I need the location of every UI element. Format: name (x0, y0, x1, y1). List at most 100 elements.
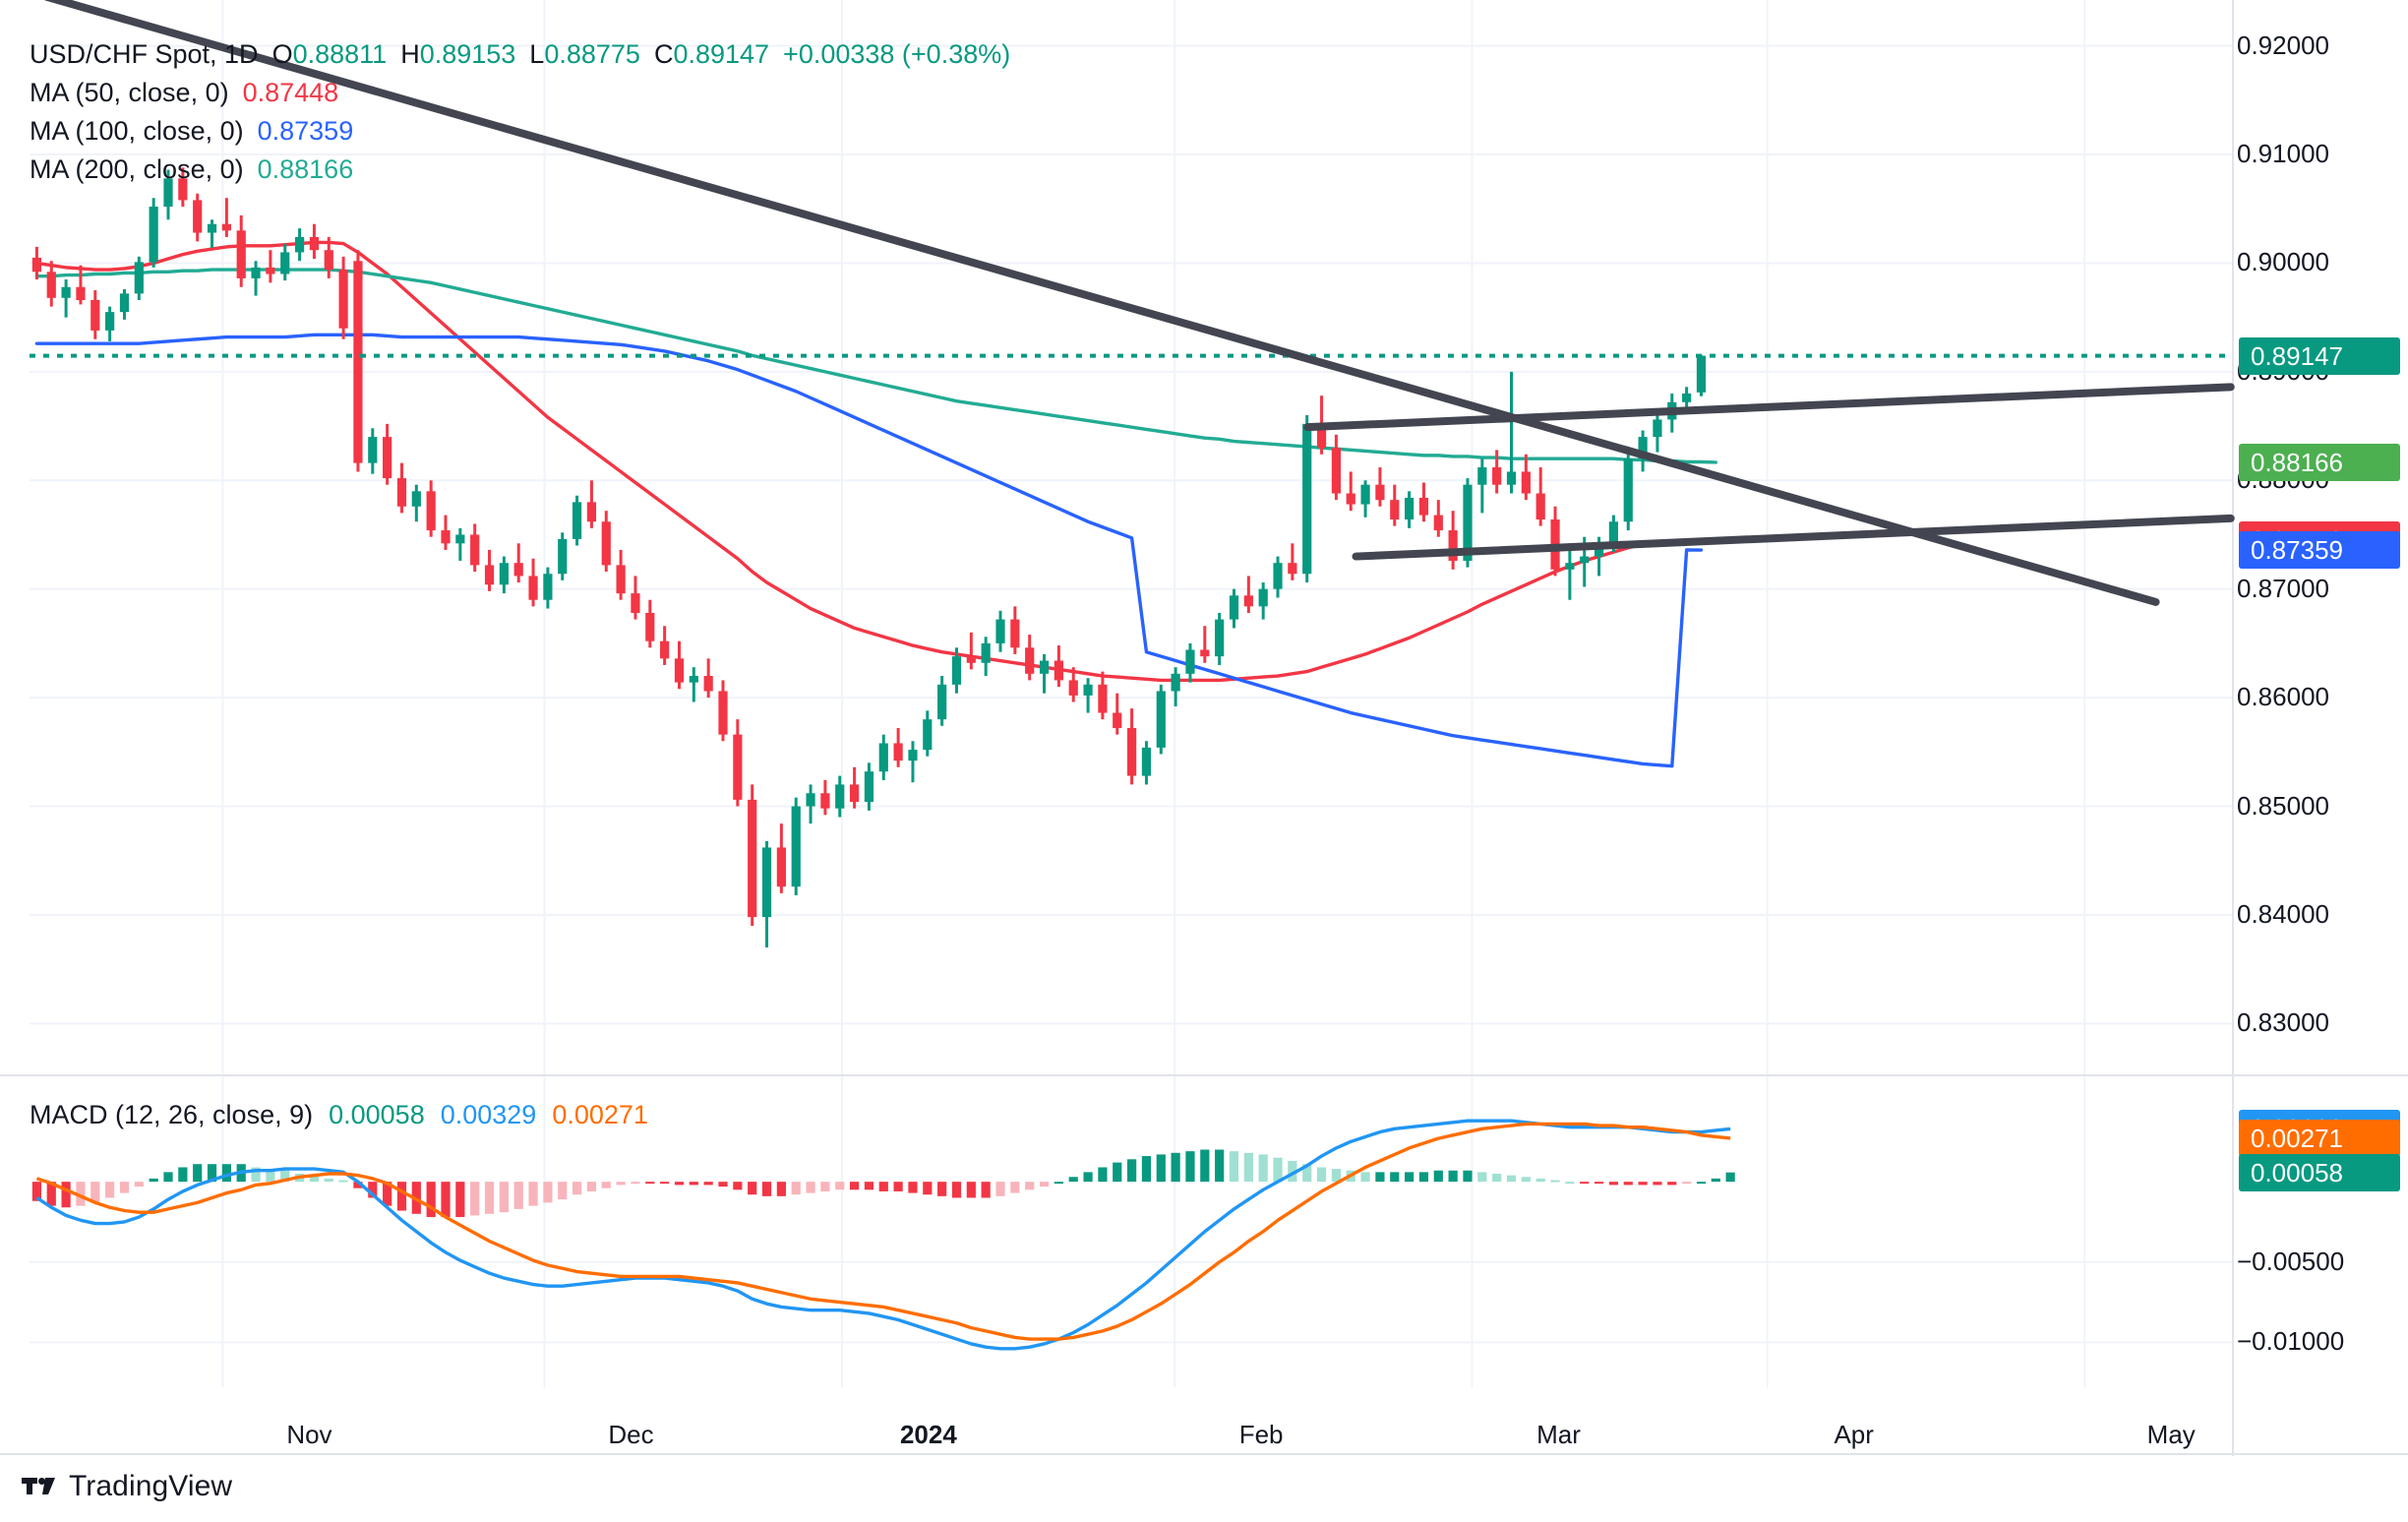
candle-body (1229, 595, 1239, 620)
candle-body (1141, 747, 1152, 776)
candle-body (1360, 484, 1370, 505)
candle-body (1696, 355, 1707, 393)
candle-body (1288, 563, 1297, 575)
macd-hist-bar (791, 1182, 801, 1195)
candle-body (864, 771, 874, 803)
macd-hist-bar (1156, 1154, 1166, 1183)
candle-body (616, 565, 626, 594)
macd-hist-bar (806, 1182, 815, 1193)
candle-body (134, 262, 144, 294)
macd-hist-bar (1405, 1172, 1415, 1183)
macd-hist-bar (1200, 1149, 1210, 1183)
candle-body (1316, 423, 1327, 449)
time-tick-label: May (2146, 1420, 2196, 1449)
macd-hist-bar (835, 1182, 845, 1190)
ma-line (34, 240, 1689, 683)
price-badge[interactable]: 0.89147 (2239, 336, 2400, 375)
price-badge[interactable]: 0.87359 (2239, 531, 2400, 570)
macd-tick-label: −0.00500 (2237, 1246, 2345, 1276)
candle-body (660, 640, 670, 659)
macd-hist-bar (923, 1182, 933, 1195)
candle-body (1608, 521, 1619, 544)
macd-hist-bar (1316, 1167, 1327, 1183)
candle-body (835, 784, 845, 809)
candle-body (951, 656, 962, 685)
macd-hist-bar (616, 1182, 626, 1186)
macd-hist-bar (1535, 1178, 1545, 1183)
macd-hist-bar (1098, 1167, 1108, 1183)
macd-hist-bar (1623, 1182, 1633, 1186)
candle-body (441, 530, 451, 544)
upper-converging-line (1303, 383, 2235, 432)
macd-hist-bar (280, 1170, 290, 1183)
time-tick-label: Mar (1536, 1420, 1581, 1449)
candle-body (849, 784, 860, 803)
candle-body (1506, 471, 1517, 485)
macd-hist-bar (484, 1182, 495, 1214)
candle-body (353, 261, 363, 463)
grid-lines (0, 0, 2408, 1456)
macd-hist-bar (324, 1178, 333, 1183)
tradingview-wordmark: TradingView (69, 1470, 233, 1502)
macd-hist-bar (820, 1182, 830, 1191)
candle-body (1390, 500, 1400, 520)
candle-body (309, 236, 320, 251)
macd-hist-bar (1039, 1182, 1050, 1187)
candle-body (1127, 728, 1137, 776)
macd-hist-bar (149, 1178, 158, 1183)
candle-body (893, 743, 903, 761)
candle-body (163, 178, 173, 208)
macd-badge[interactable]: 0.00271 (2239, 1119, 2400, 1157)
candle-body (1682, 393, 1692, 402)
macd-hist-bar (1083, 1172, 1093, 1183)
macd-hist-bar (221, 1164, 231, 1183)
macd-hist-bar (383, 1182, 392, 1206)
candle-body (1565, 563, 1575, 570)
macd-hist-bar (645, 1182, 655, 1185)
candle-body (791, 806, 801, 887)
candle-body (937, 684, 947, 720)
macd-hist-bar (674, 1182, 685, 1186)
candle-body (426, 491, 436, 531)
candle-body (383, 437, 392, 479)
macd-hist-bar (1185, 1151, 1195, 1183)
macd-hist-bar (90, 1182, 100, 1203)
macd-hist-bar (660, 1182, 670, 1185)
macd-hist-bar (76, 1182, 86, 1206)
macd-hist-bar (1360, 1172, 1370, 1183)
candle-body (280, 252, 290, 274)
macd-hist-bar (981, 1182, 991, 1198)
candle-body (1521, 471, 1531, 494)
macd-hist-bar (572, 1182, 582, 1195)
macd-hist-bar (266, 1169, 275, 1183)
candle-body (761, 847, 772, 918)
candle-body (966, 656, 976, 663)
macd-hist-bar (849, 1182, 860, 1190)
candle-body (61, 286, 71, 298)
macd-hist-bar (776, 1182, 786, 1196)
time-tick-label: Apr (1834, 1420, 1874, 1449)
tradingview-branding: TradingView (22, 1470, 232, 1503)
candle-body (338, 270, 348, 329)
macd-badge[interactable]: 0.00058 (2239, 1153, 2400, 1191)
macd-hist-bar (1141, 1156, 1152, 1183)
macd-hist-bar (703, 1182, 713, 1186)
macd-hist-bar (499, 1182, 509, 1213)
candle-body (981, 642, 991, 663)
macd-hist-bar (470, 1182, 480, 1216)
ma-line (34, 333, 1704, 768)
price-badge[interactable]: 0.88166 (2239, 443, 2400, 481)
macd-hist-bar (1463, 1170, 1473, 1183)
macd-hist-bar (1215, 1149, 1225, 1183)
macd-hist-bar (1010, 1182, 1020, 1193)
candle-body (1418, 497, 1429, 516)
candle-body (1405, 497, 1415, 520)
time-tick-label: 2024 (899, 1420, 957, 1449)
candle-body (995, 619, 1005, 643)
candle-body (631, 593, 640, 613)
macd-hist-bar (1580, 1182, 1590, 1185)
candle-body (586, 502, 597, 522)
candle-body (513, 563, 523, 577)
macd-hist-bar (1448, 1170, 1458, 1183)
